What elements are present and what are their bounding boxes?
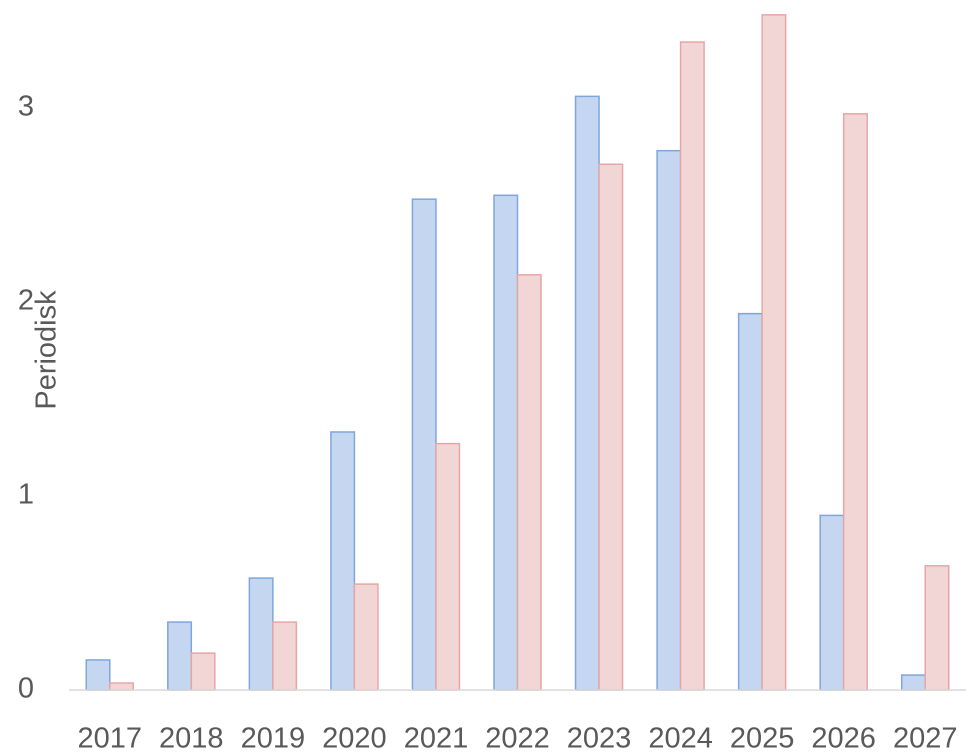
bar	[516, 274, 542, 691]
x-tick-label: 2021	[404, 723, 469, 753]
bar	[190, 652, 216, 691]
y-tick-label: 3	[18, 91, 34, 123]
x-tick-label: 2027	[893, 723, 958, 753]
bar	[574, 95, 600, 691]
bar	[167, 621, 193, 691]
bar	[924, 565, 950, 691]
x-tick-label: 2026	[811, 723, 876, 753]
x-tick-label: 2023	[567, 723, 632, 753]
x-tick-label: 2018	[159, 723, 224, 753]
x-tick-label: 2025	[730, 723, 795, 753]
bar	[109, 682, 135, 691]
bar	[85, 659, 111, 691]
bar	[435, 442, 461, 691]
bar	[330, 431, 356, 691]
bar	[411, 198, 437, 691]
bar	[737, 312, 763, 691]
bar	[679, 41, 705, 691]
bar	[656, 149, 682, 691]
y-tick-label: 1	[18, 479, 34, 511]
x-tick-label: 2017	[78, 723, 143, 753]
bar	[761, 14, 787, 691]
bar	[493, 194, 519, 691]
x-tick-label: 2024	[648, 723, 713, 753]
y-tick-label: 0	[18, 673, 34, 705]
bar	[598, 163, 624, 691]
bar	[248, 577, 274, 691]
x-tick-label: 2019	[241, 723, 306, 753]
x-tick-label: 2020	[322, 723, 387, 753]
bar	[272, 621, 298, 691]
bar	[353, 583, 379, 691]
bar	[819, 514, 845, 691]
x-tick-label: 2022	[485, 723, 550, 753]
y-tick-label: 2	[18, 285, 34, 317]
bar	[842, 113, 868, 691]
y-axis-label: Periodisk	[31, 290, 63, 410]
bar	[900, 674, 926, 691]
